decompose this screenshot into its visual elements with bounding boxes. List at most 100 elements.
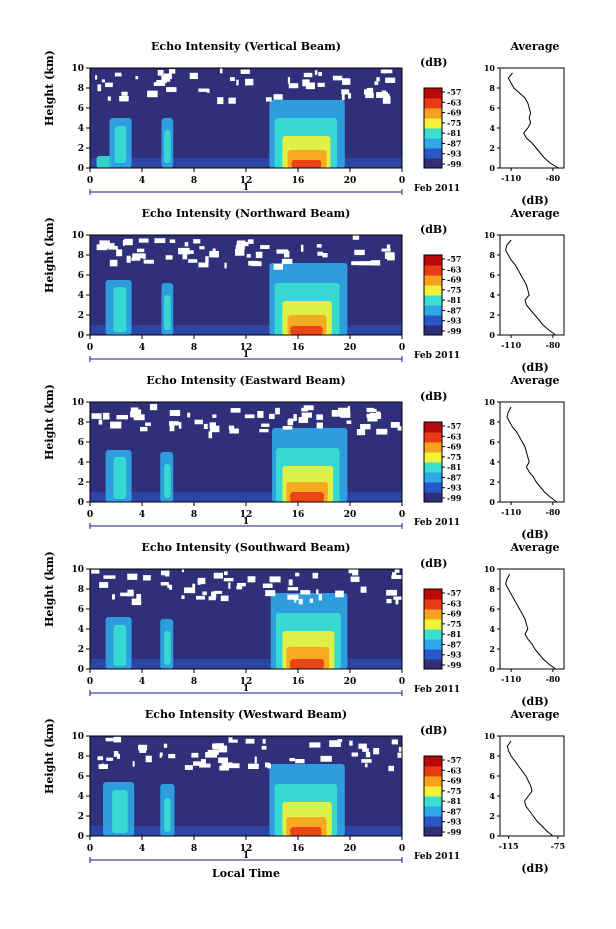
no-data-gap bbox=[200, 759, 206, 766]
no-data-gap bbox=[342, 78, 351, 85]
no-data-gap bbox=[136, 248, 145, 253]
no-data-gap bbox=[227, 763, 240, 769]
y-tick-label: 8 bbox=[78, 585, 84, 595]
no-data-gap bbox=[236, 79, 239, 86]
no-data-gap bbox=[224, 262, 227, 269]
no-data-gap bbox=[397, 426, 402, 431]
no-data-gap bbox=[264, 762, 270, 768]
x-tick-label: 0 bbox=[87, 510, 93, 520]
colorbar-tick-label: -93 bbox=[447, 149, 462, 159]
average-y-tick-label: 10 bbox=[484, 230, 496, 240]
no-data-gap bbox=[359, 261, 372, 266]
no-data-gap bbox=[192, 74, 196, 79]
no-data-gap bbox=[219, 765, 229, 771]
date-label: Feb 2011 bbox=[414, 685, 461, 695]
colorbar-swatch bbox=[424, 756, 442, 767]
colorbar-tick-label: -81 bbox=[447, 128, 461, 138]
y-tick-label: 8 bbox=[78, 752, 84, 762]
no-data-gap bbox=[196, 595, 205, 600]
y-tick-label: 4 bbox=[78, 625, 84, 635]
average-y-tick-label: 0 bbox=[489, 330, 495, 340]
no-data-gap bbox=[138, 744, 148, 751]
no-data-gap bbox=[398, 746, 402, 752]
no-data-gap bbox=[283, 250, 290, 258]
no-data-gap bbox=[387, 253, 395, 261]
no-data-gap bbox=[394, 569, 400, 573]
colorbar-swatch bbox=[424, 492, 442, 503]
no-data-gap bbox=[337, 739, 343, 743]
x-tick-label: 20 bbox=[344, 510, 357, 520]
no-data-gap bbox=[359, 429, 365, 435]
date-label: Feb 2011 bbox=[414, 184, 461, 194]
no-data-gap bbox=[97, 84, 102, 92]
colorbar-tick-label: -69 bbox=[447, 275, 462, 285]
y-tick-label: 2 bbox=[78, 478, 84, 488]
average-x-tick-label: -115 bbox=[499, 841, 519, 851]
no-data-gap bbox=[159, 752, 163, 756]
no-data-gap bbox=[116, 753, 121, 759]
colorbar-swatch bbox=[424, 786, 442, 797]
colorbar-tick-label: -81 bbox=[447, 629, 461, 639]
no-data-gap bbox=[109, 259, 118, 267]
no-data-gap bbox=[221, 762, 233, 769]
y-tick-label: 6 bbox=[78, 438, 84, 448]
no-data-gap bbox=[113, 736, 122, 743]
colorbar-tick-label: -63 bbox=[447, 598, 462, 608]
no-data-gap bbox=[198, 88, 208, 92]
no-data-gap bbox=[317, 82, 325, 87]
no-data-gap bbox=[361, 759, 372, 763]
no-data-gap bbox=[247, 239, 254, 244]
colorbar-tick-label: -99 bbox=[447, 493, 462, 503]
heatmap-background bbox=[90, 569, 402, 669]
no-data-gap bbox=[161, 75, 171, 82]
day-label: 1 bbox=[243, 684, 249, 694]
no-data-gap bbox=[282, 426, 293, 430]
no-data-gap bbox=[188, 250, 194, 254]
panel-title: Echo Intensity (Northward Beam) bbox=[141, 207, 351, 220]
colorbar-tick-label: -69 bbox=[447, 609, 462, 619]
no-data-gap bbox=[169, 69, 176, 74]
colorbar-tick-label: -81 bbox=[447, 462, 461, 472]
no-data-gap bbox=[202, 591, 207, 596]
colorbar-tick-label: -63 bbox=[447, 765, 462, 775]
no-data-gap bbox=[254, 756, 257, 764]
average-y-tick-label: 6 bbox=[489, 270, 495, 280]
no-data-gap bbox=[366, 407, 375, 413]
no-data-gap bbox=[322, 253, 328, 258]
average-x-tick-label: -110 bbox=[501, 674, 521, 684]
average-y-tick-label: 2 bbox=[489, 644, 495, 654]
colorbar-tick-label: -57 bbox=[447, 755, 461, 765]
colorbar-tick-label: -81 bbox=[447, 796, 461, 806]
colorbar-title: (dB) bbox=[420, 390, 448, 403]
heatmap-cell bbox=[90, 158, 402, 168]
y-tick-label: 4 bbox=[78, 124, 84, 134]
no-data-gap bbox=[376, 411, 381, 417]
colorbar-swatch bbox=[424, 649, 442, 660]
no-data-gap bbox=[220, 595, 229, 602]
average-y-tick-label: 8 bbox=[489, 83, 495, 93]
no-data-gap bbox=[114, 72, 122, 77]
no-data-gap bbox=[199, 763, 211, 768]
no-data-gap bbox=[245, 78, 254, 86]
no-data-gap bbox=[145, 422, 151, 426]
no-data-gap bbox=[154, 238, 166, 244]
no-data-gap bbox=[178, 422, 182, 429]
colorbar-swatch bbox=[424, 118, 442, 129]
no-data-gap bbox=[184, 587, 196, 594]
no-data-gap bbox=[230, 77, 235, 81]
colorbar-tick-label: -99 bbox=[447, 159, 462, 169]
no-data-gap bbox=[113, 751, 119, 757]
no-data-gap bbox=[105, 82, 113, 88]
no-data-gap bbox=[131, 409, 142, 415]
no-data-gap bbox=[244, 414, 255, 419]
average-frame bbox=[499, 67, 565, 169]
colorbar-swatch bbox=[424, 766, 442, 777]
x-tick-label: 16 bbox=[292, 176, 305, 186]
no-data-gap bbox=[236, 585, 243, 590]
x-tick-label: 8 bbox=[191, 677, 197, 687]
no-data-gap bbox=[218, 757, 228, 764]
no-data-gap bbox=[391, 739, 398, 745]
x-tick-label: 0 bbox=[399, 844, 405, 854]
